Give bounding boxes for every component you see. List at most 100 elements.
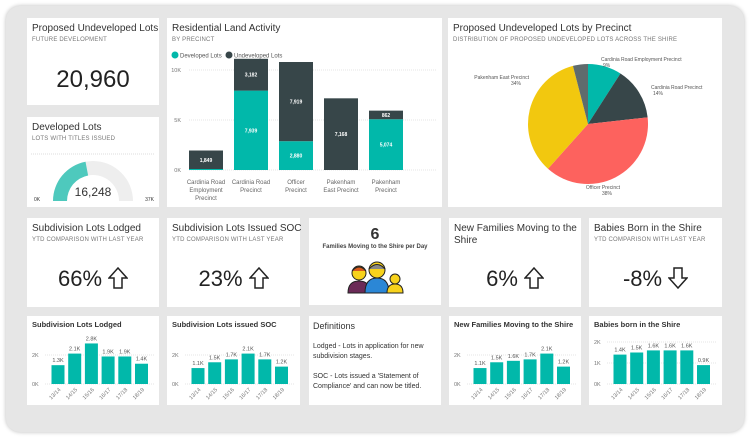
y-tick-label: 0K [454,382,461,388]
kpi-value: 6% [486,266,518,291]
bar [630,352,644,384]
x-tick-label: 15/16 [504,387,518,401]
data-label: 1.6K [681,343,693,349]
chart-title: Subdivision Lots Lodged [32,320,122,329]
y-tick-label: 2K [594,340,601,346]
bar-segment [189,169,223,170]
x-tick-label: 17/18 [115,387,129,401]
slice-label: Pakenham East Precinct [474,75,529,81]
data-label: 2.1K [69,347,81,353]
data-label: 1.5K [631,346,643,352]
bar [118,356,132,384]
data-label: 5,074 [380,143,393,149]
x-tick-label: 14/15 [65,387,79,401]
y-tick-label: 2K [172,353,179,359]
tile-families-per-day[interactable]: 6 Families Moving to the Shire per Day [309,218,441,305]
y-tick-label: 0K [32,382,39,388]
tile-babies-chart[interactable]: Babies born in the Shire 0K 1K 2K 1.4K 13/14 1… [589,316,722,405]
tile-residential-land-activity[interactable]: Residential Land Activity BY PRECINCT De… [167,18,442,207]
bar [506,360,520,384]
tile-definitions[interactable]: Definitions Lodged - Lots in application… [309,316,441,405]
bar-chart: 0K 2K 1.1K 13/14 1.5K 14/15 1.7K 15/16 2.1K 16/17… [172,347,295,401]
tile-lodged-chart[interactable]: Subdivision Lots Lodged 0K 2K 1.3K 13/14 2.1K… [27,316,159,405]
y-tick-label: 2K [32,353,39,359]
data-label: 7,939 [245,128,258,134]
data-label: 1.5K [491,355,503,361]
bar-segment [234,90,268,170]
tile-title: Babies Born in the Shire [594,223,702,234]
x-tick-label: 17/18 [537,387,551,401]
bar-segment [279,62,313,142]
tile-soc-chart[interactable]: Subdivision Lots issued SOC 0K 2K 1.1K 13/14… [167,316,300,405]
chart-title: Residential Land Activity [172,23,281,34]
data-label: 1.9K [102,349,114,355]
x-tick-label: Precinct [195,196,217,202]
bar [68,353,82,384]
bar [84,343,98,384]
tile-babies-born[interactable]: Babies Born in the Shire YTD COMPARISON … [589,218,722,307]
pie-slice [528,65,588,169]
x-tick-label: 16/17 [239,387,253,401]
tile-title: Subdivision Lots Lodged [32,223,141,234]
x-tick-label: Employment [189,188,223,194]
bar [646,350,660,384]
stacked-bar-chart: Developed Lots Undeveloped Lots 0K 5K 10K 1,8… [171,51,437,202]
tile-title: Subdivision Lots Issued SOC [172,223,302,234]
tile-lots-lodged[interactable]: Subdivision Lots Lodged YTD COMPARISON W… [27,218,159,307]
legend-label: Undeveloped Lots [234,54,282,60]
definitions-title: Definitions [313,321,356,331]
arrow-up-icon [107,266,129,289]
data-label: 1.1K [474,361,486,367]
data-label: 1.4K [614,348,626,354]
bar-chart: 0K 2K 1.3K 13/14 2.1K 14/15 2.8K 15/16 1.9K 16/17… [32,336,155,401]
kpi-value: 23% [198,266,243,291]
x-tick-label: 13/14 [470,387,484,401]
tile-title: Developed Lots [32,122,102,133]
x-tick-label: Cardinia Road [232,180,270,186]
tile-lots-issued-soc[interactable]: Subdivision Lots Issued SOC YTD COMPARIS… [167,218,302,307]
y-tick-label: 0K [172,382,179,388]
data-label: 1.5K [209,355,221,361]
tile-new-families[interactable]: New Families Moving to the Shire 6% [449,218,581,307]
x-tick-label: 14/15 [205,387,219,401]
bar [191,368,205,384]
x-tick-label: 18/19 [272,387,286,401]
pie-slice [588,73,648,124]
slice-percent: 38% [602,191,613,197]
gauge-fill [53,161,89,201]
bar [540,353,554,384]
gauge-max: 37K [145,197,154,203]
kpi-value: -8% [622,266,663,291]
legend-marker-developed [171,51,179,59]
kpi: -8% [589,266,722,292]
arrow-down-icon [667,267,689,290]
tile-proposed-undeveloped-lots[interactable]: Proposed Undeveloped Lots FUTURE DEVELOP… [27,18,159,105]
y-tick-label: 5K [174,118,181,124]
x-tick-label: 14/15 [627,387,641,401]
data-label: 1.6K [648,343,660,349]
legend-label: Developed Lots [180,54,222,60]
slice-label: Cardinia Road Precinct [651,85,703,91]
tile-subtitle: YTD COMPARISON WITH LAST YEAR [32,237,144,243]
tile-undeveloped-by-precinct[interactable]: Proposed Undeveloped Lots by Precinct DI… [448,18,722,207]
x-tick-label: East Precinct [323,188,359,194]
arrow-up-icon [247,266,270,289]
data-label: 1.2K [558,360,570,366]
data-label: 1.4K [136,357,148,363]
gauge [31,153,155,201]
bar [258,359,272,384]
chart-subtitle: DISTRIBUTION OF PROPOSED UNDEVELOPED LOT… [453,37,678,43]
data-label: 1.7K [259,352,271,358]
tile-developed-lots[interactable]: Developed Lots LOTS WITH TITLES ISSUED 1… [27,117,159,207]
tile-families-chart[interactable]: New Families Moving to the Shire 0K 2K 1.1K… [449,316,581,405]
x-tick-label: 13/14 [48,387,62,401]
bar [697,365,710,384]
chart-title: Babies born in the Shire [594,320,681,329]
x-tick-label: 15/16 [644,387,658,401]
data-label: 862 [382,113,391,119]
tile-subtitle: YTD COMPARISON WITH LAST YEAR [594,237,706,243]
x-tick-label: 17/18 [677,387,691,401]
y-tick-label: 1K [594,361,601,367]
bar-segment [324,98,358,170]
arrow-up-icon [523,266,545,289]
